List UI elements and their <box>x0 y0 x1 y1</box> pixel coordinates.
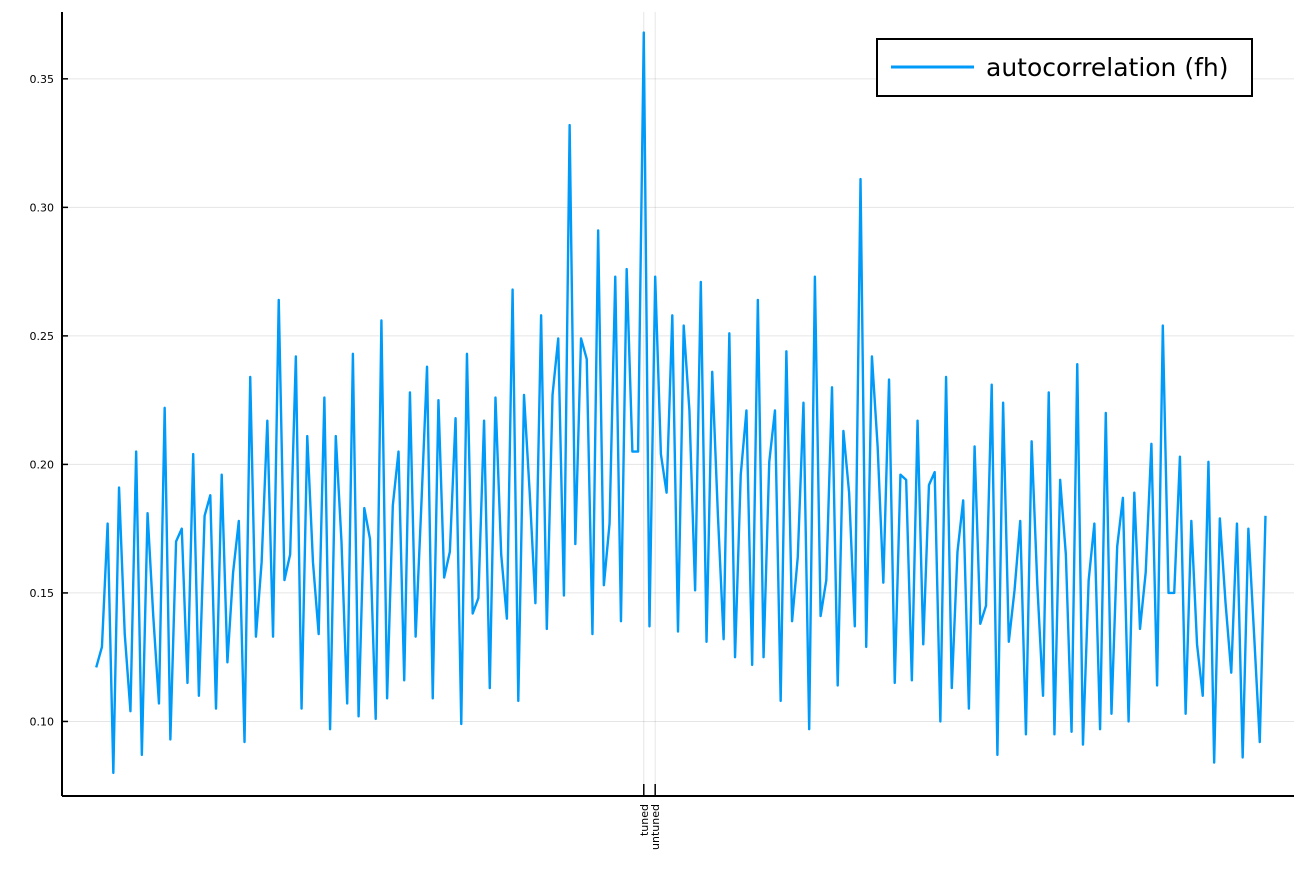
legend: autocorrelation (fh) <box>876 38 1253 97</box>
y-tick-label: 0.30 <box>30 201 55 214</box>
series-layer <box>95 31 1267 775</box>
x-tick-label: untuned <box>649 804 662 850</box>
y-tick-label: 0.15 <box>30 587 55 600</box>
y-tick-label: 0.10 <box>30 715 55 728</box>
y-tick-label: 0.25 <box>30 330 55 343</box>
x-tick-label: tuned <box>638 804 651 836</box>
legend-label: autocorrelation (fh) <box>986 53 1229 82</box>
y-tick-label: 0.35 <box>30 73 55 86</box>
series-line <box>95 31 1267 775</box>
y-tick-label: 0.20 <box>30 458 55 471</box>
